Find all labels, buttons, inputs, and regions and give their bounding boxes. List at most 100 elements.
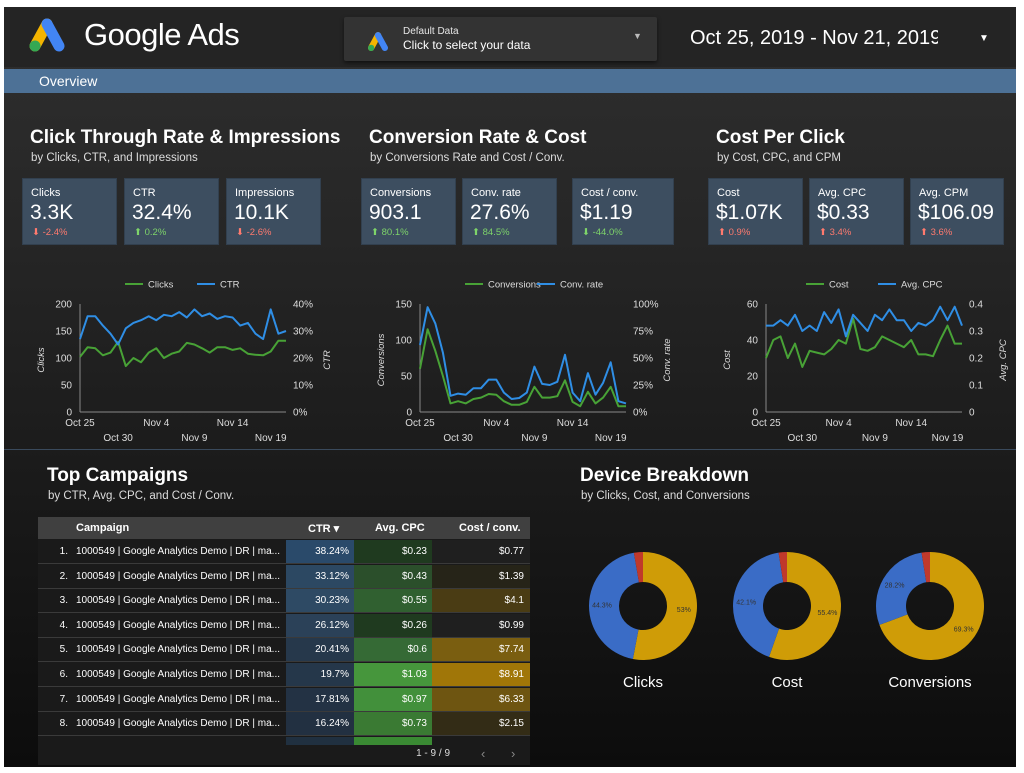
ctr-value: 30.23% <box>286 589 354 613</box>
legend-label[interactable]: Clicks <box>148 280 174 291</box>
row-number: 3. <box>59 595 68 607</box>
cost-cpc-chart[interactable]: Cost Avg. CPC 0 20 40 60 0 0.1 0.2 0.3 0.4 Cost Avg.… <box>710 269 1010 442</box>
prev-page-icon[interactable]: ‹ <box>481 746 486 761</box>
legend-label[interactable]: Cost <box>829 280 849 291</box>
series-line-clicks[interactable] <box>79 339 286 368</box>
row-number: 1. <box>59 546 68 557</box>
y-tick-label: 100 <box>55 354 72 365</box>
legend-label[interactable]: Conversions <box>488 280 541 291</box>
donut-pct-label: 44.3% <box>592 603 612 610</box>
donut-label-cost: Cost <box>771 674 803 691</box>
scorecard-clicks[interactable]: Clicks 3.3K ⬇ -2.4% <box>22 178 117 245</box>
delta-arrow-icon: ⬇ <box>582 227 590 238</box>
scorecard-avg-cpc[interactable]: Avg. CPC $0.33 ⬆ 3.4% <box>809 178 904 245</box>
data-source-selector[interactable]: Default Data Click to select your data ▼ <box>344 17 657 61</box>
x-tick-label: Nov 4 <box>483 418 510 429</box>
y-right-tick-label: 30% <box>293 327 313 338</box>
scorecard-cost[interactable]: Cost $1.07K ⬆ 0.9% <box>708 178 803 245</box>
delta-arrow-icon: ⬆ <box>134 227 142 238</box>
series-line-conversions[interactable] <box>419 328 626 408</box>
donut-slice-desktop[interactable] <box>632 552 697 660</box>
scorecard-label: Conversions <box>370 187 432 199</box>
y-right-tick-label: 0% <box>293 408 308 419</box>
legend-label[interactable]: CTR <box>220 280 240 291</box>
series-line-cost[interactable] <box>765 317 962 368</box>
table-row[interactable]: 7. 1000549 | Google Analytics Demo | DR |… <box>38 687 530 712</box>
cost-donut[interactable]: 55.4% 42.1% <box>732 551 842 661</box>
series-line-conv-rate[interactable] <box>419 306 627 405</box>
table-row[interactable]: 5. 1000549 | Google Analytics Demo | DR |… <box>38 638 530 663</box>
scorecard-impressions[interactable]: Impressions 10.1K ⬇ -2.6% <box>226 178 321 245</box>
donut-slice-tablet[interactable] <box>778 552 787 583</box>
conversions-rate-chart[interactable]: Conversions Conv. rate 0 50 100 150 0% 25% 50% 75… <box>364 269 674 442</box>
section-title-device: Device Breakdown <box>580 465 749 486</box>
section-title-ctr: Click Through Rate & Impressions <box>30 127 341 148</box>
donut-slice-mobile[interactable] <box>876 552 927 625</box>
brand-title: Google Ads <box>84 17 240 52</box>
donut-slice-desktop[interactable] <box>769 552 841 660</box>
table-row[interactable]: 1. 1000549 | Google Analytics Demo | DR |… <box>38 540 530 564</box>
scorecard-label: Cost <box>717 187 740 199</box>
y-right-tick-label: 40% <box>293 300 313 311</box>
table-row[interactable]: 6. 1000549 | Google Analytics Demo | DR |… <box>38 663 530 687</box>
section-title-campaigns: Top Campaigns <box>47 465 189 486</box>
scorecard-value: 10.1K <box>234 201 289 224</box>
donut-slice-mobile[interactable] <box>733 552 784 657</box>
scorecard-avg-cpm[interactable]: Avg. CPM $106.09 ⬆ 3.6% <box>910 178 1004 245</box>
donut-slice-tablet[interactable] <box>633 552 643 583</box>
legend-label[interactable]: Avg. CPC <box>901 280 943 291</box>
donut-pct-label: 55.4% <box>817 610 837 617</box>
scorecard-conversions[interactable]: Conversions 903.1 ⬆ 80.1% <box>361 178 456 245</box>
campaign-name: 1000549 | Google Analytics Demo | DR | m… <box>76 693 281 705</box>
y-tick-label: 0 <box>66 408 72 419</box>
cost-per-conv-value: $0.99 <box>432 613 530 637</box>
tab-overview[interactable]: Overview <box>39 73 98 89</box>
row-number: 5. <box>59 644 68 656</box>
dashboard: Google Ads Default Data Click to select … <box>4 7 1016 767</box>
legend-label[interactable]: Conv. rate <box>560 280 603 291</box>
scorecard-label: Conv. rate <box>471 187 521 199</box>
y-tick-label: 60 <box>747 300 759 311</box>
column-header-ctr[interactable]: CTR ▾ <box>308 523 340 535</box>
column-header-cost-per-conv[interactable]: Cost / conv. <box>459 522 521 534</box>
x-tick-label: Nov 14 <box>895 418 927 429</box>
scorecard-delta: ⬆ 80.1% <box>371 227 409 238</box>
chevron-down-icon: ▼ <box>633 31 642 41</box>
ctr-value: 19.7% <box>286 663 354 686</box>
donut-slice-desktop[interactable] <box>879 552 984 660</box>
scorecard-conv-rate[interactable]: Conv. rate 27.6% ⬆ 84.5% <box>462 178 557 245</box>
column-header-avg-cpc[interactable]: Avg. CPC <box>375 522 425 534</box>
clicks-donut[interactable]: 53% 44.3% <box>588 551 698 661</box>
series-line-ctr[interactable] <box>79 308 287 346</box>
date-range-selector[interactable]: Oct 25, 2019 - Nov 21, 2019 <box>690 27 938 49</box>
avg-cpc-value <box>354 736 432 745</box>
y-right-tick-label: 100% <box>633 300 659 311</box>
scorecard-cost-per-conv[interactable]: Cost / conv. $1.19 ⬇ -44.0% <box>572 178 674 245</box>
y-right-tick-label: 0% <box>633 408 648 419</box>
campaign-name: 1000549 | Google Analytics Demo | DR | m… <box>76 669 281 680</box>
table-footer: 1 - 9 / 9 ‹ › <box>38 744 530 765</box>
series-line-avg-cpc[interactable] <box>766 305 963 338</box>
donut-slice-tablet[interactable] <box>921 552 930 583</box>
section-subtitle-ctr: by Clicks, CTR, and Impressions <box>31 152 198 164</box>
table-row[interactable]: 3. 1000549 | Google Analytics Demo | DR |… <box>38 589 530 614</box>
scorecard-delta: ⬆ 3.4% <box>819 227 852 238</box>
scorecard-label: Clicks <box>31 187 61 199</box>
clicks-ctr-chart[interactable]: Clicks CTR 0 50 100 150 200 0% 10% 20% 30% 40% Click… <box>24 269 334 442</box>
table-row[interactable]: 2. 1000549 | Google Analytics Demo | DR |… <box>38 564 530 589</box>
sort-desc-icon[interactable]: ▾ <box>333 523 340 535</box>
donut-slice-mobile[interactable] <box>589 552 639 660</box>
table-row[interactable]: 8. 1000549 | Google Analytics Demo | DR |… <box>38 712 530 737</box>
next-page-icon[interactable]: › <box>511 746 516 761</box>
campaign-table: Campaign CTR ▾ Avg. CPC Cost / conv. 1. 1… <box>38 517 530 765</box>
donut-label-clicks: Clicks <box>623 674 663 691</box>
y-tick-label: 0 <box>752 408 758 419</box>
campaign-name: 1000549 | Google Analytics Demo | DR | m… <box>76 718 281 730</box>
column-header-campaign[interactable]: Campaign <box>76 522 130 534</box>
scorecard-ctr[interactable]: CTR 32.4% ⬆ 0.2% <box>124 178 219 245</box>
conversions-donut[interactable]: 69.3% 28.2% <box>875 551 985 661</box>
y-right-tick-label: 0.2 <box>969 354 983 365</box>
date-range-dropdown-icon[interactable]: ▼ <box>979 33 989 44</box>
table-row[interactable]: 4. 1000549 | Google Analytics Demo | DR |… <box>38 613 530 638</box>
ctr-value: 33.12% <box>286 564 354 588</box>
